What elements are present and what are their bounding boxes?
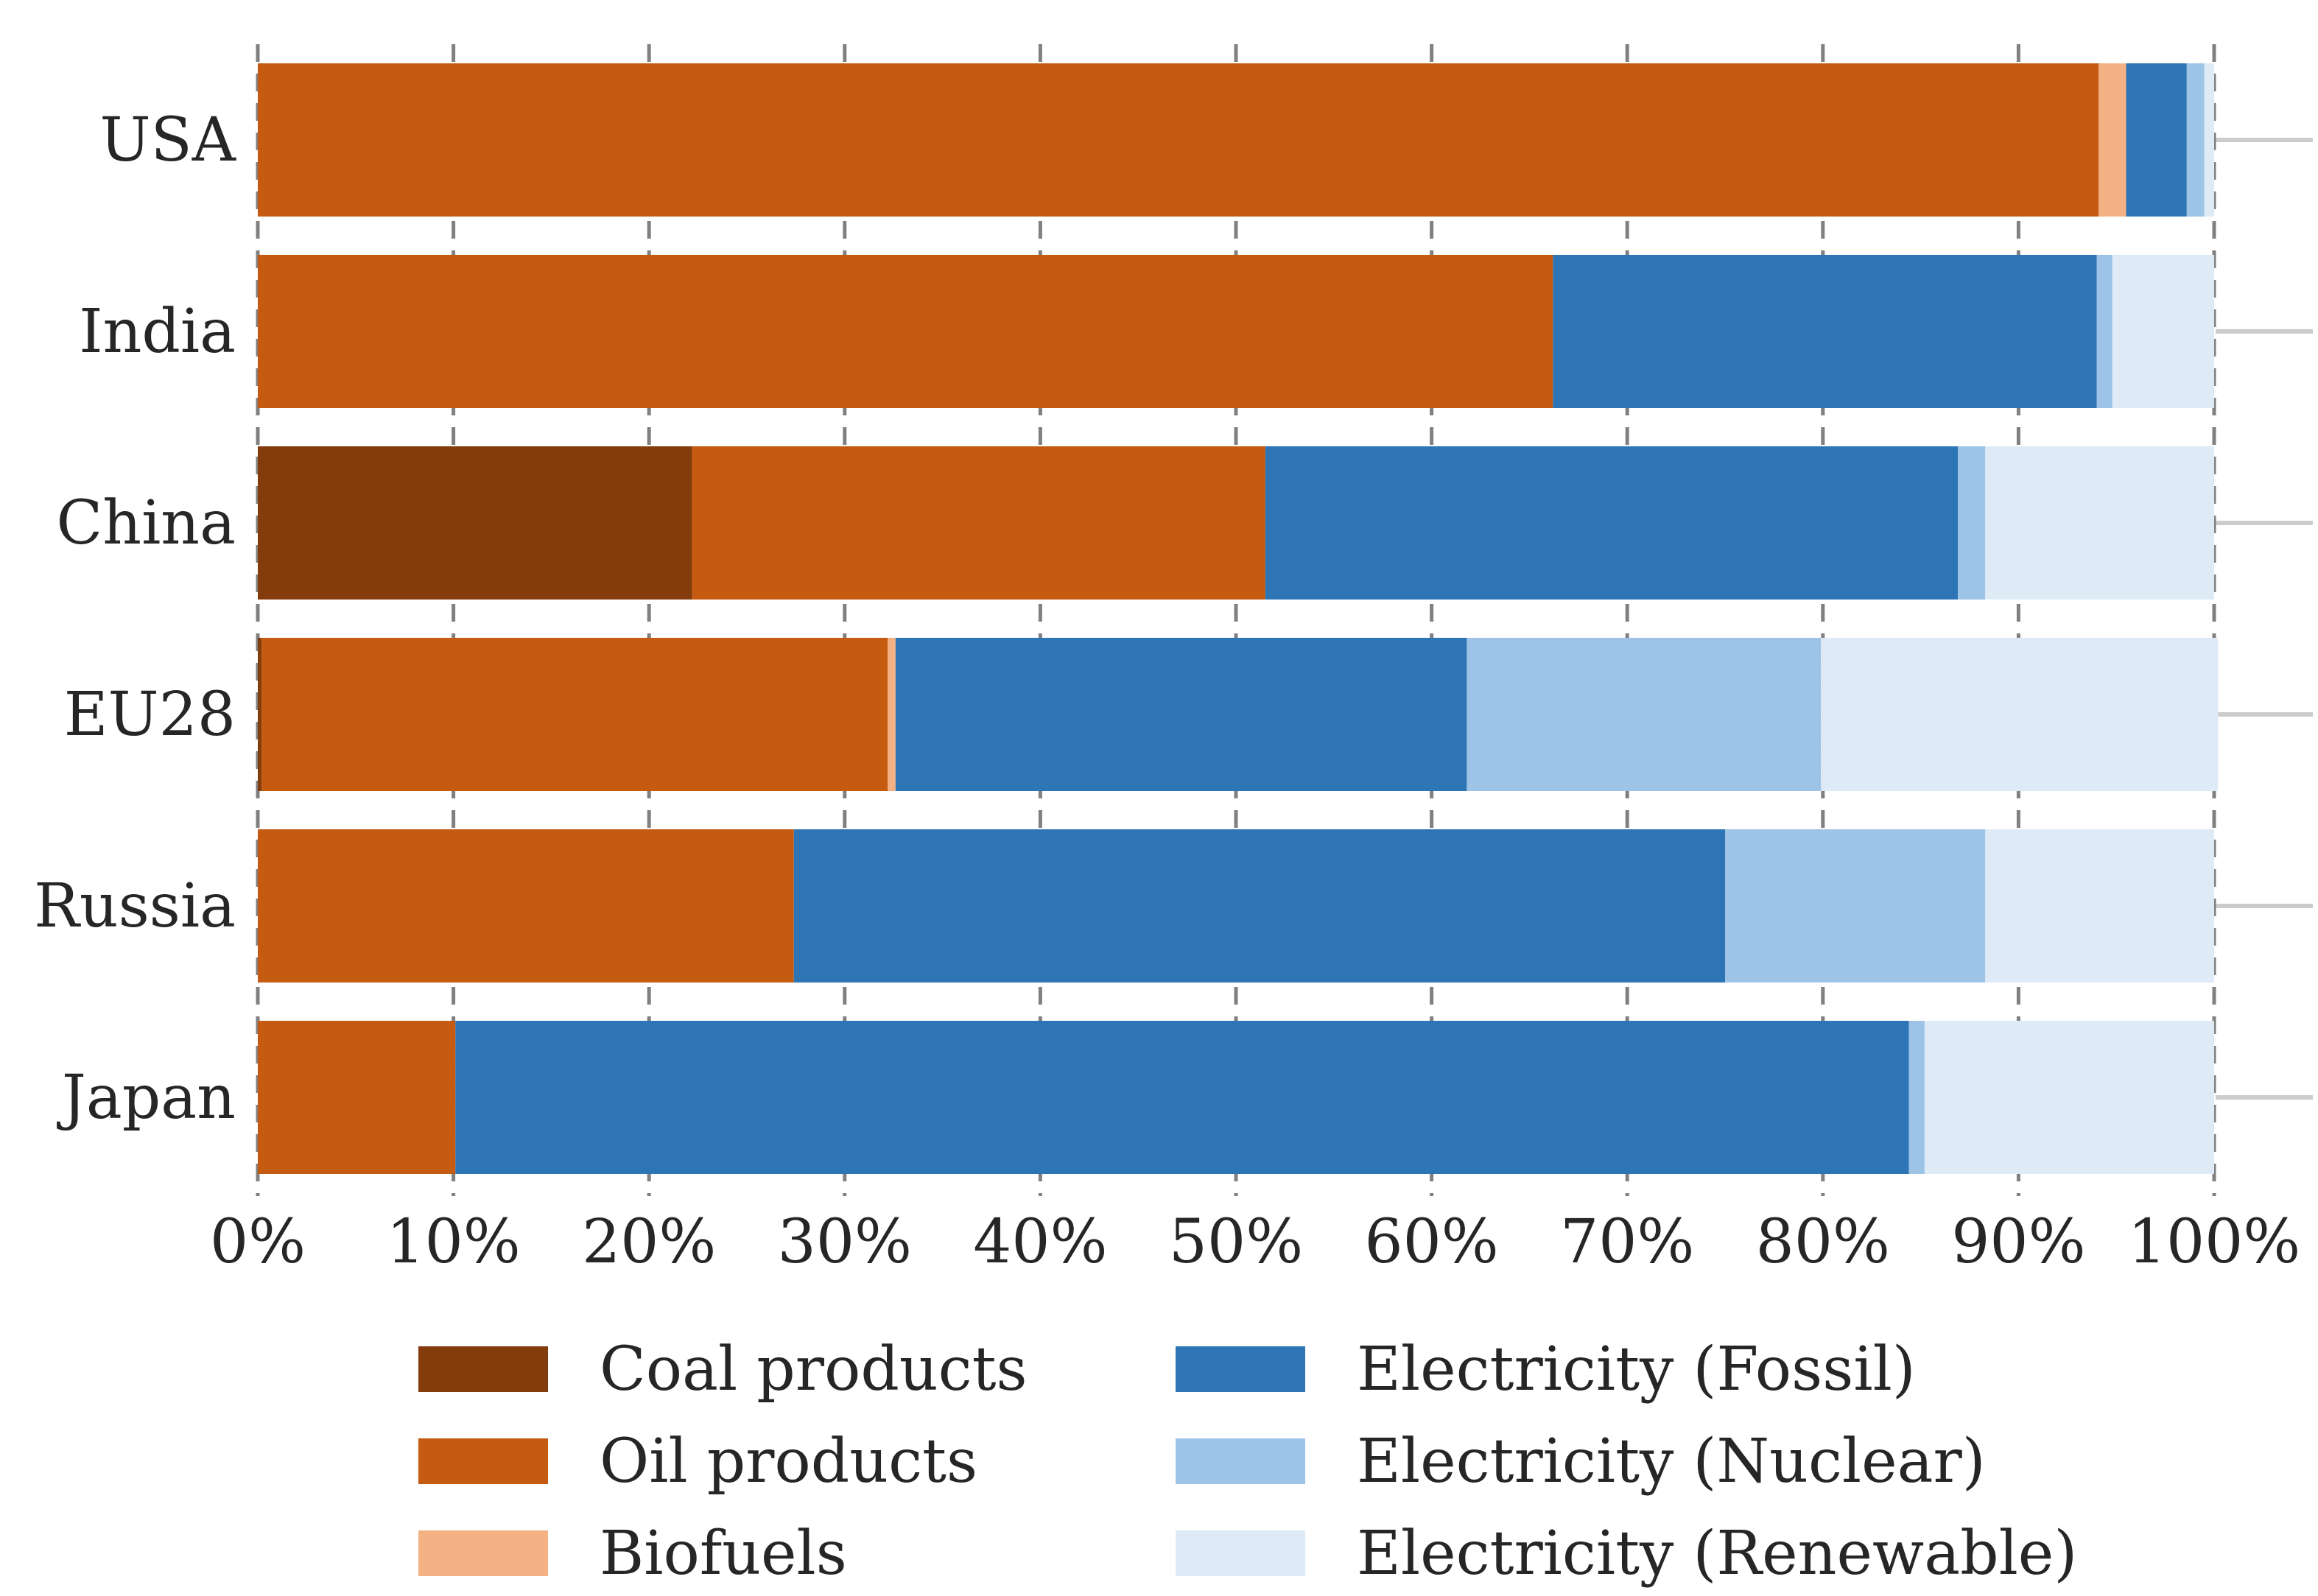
bar-segment-Japan-oil-products [258, 1021, 456, 1174]
y-tick-label: India [79, 297, 236, 367]
x-tick-label: 90% [1951, 1207, 2085, 1277]
bar-segment-EU28-electricity-fossil [895, 638, 1467, 791]
bar-segment-China-coal-products [258, 446, 692, 600]
bar-segment-China-electricity-fossil [1265, 446, 1959, 600]
y-tick-label: Russia [34, 871, 236, 941]
bar-segment-Japan-electricity-renewable [1924, 1021, 2214, 1174]
x-tick-label: 10% [386, 1207, 520, 1277]
bar-segment-EU28-electricity-nuclear [1467, 638, 1822, 791]
legend-swatch [1176, 1530, 1305, 1576]
bar-segment-Russia-electricity-fossil [793, 829, 1725, 982]
bar-segment-EU28-coal-products [258, 638, 262, 791]
y-tick-label: China [57, 488, 236, 558]
x-tick-label: 80% [1756, 1207, 1890, 1277]
legend-label: Electricity (Fossil) [1357, 1335, 1916, 1405]
legend-label: Coal products [600, 1335, 1028, 1405]
bar-segment-India-electricity-nuclear [2096, 255, 2112, 408]
y-tick-label: Japan [57, 1063, 236, 1133]
bar-segment-China-oil-products [692, 446, 1265, 600]
bars-layer [258, 63, 2219, 1174]
x-tick-label: 30% [778, 1207, 912, 1277]
legend-swatch [1176, 1346, 1305, 1392]
bar-segment-EU28-biofuels [888, 638, 896, 791]
bar-segment-Japan-electricity-nuclear [1908, 1021, 1925, 1174]
y-tick-label: USA [100, 105, 237, 175]
legend-swatch [418, 1438, 548, 1484]
legend-swatch [1176, 1438, 1305, 1484]
grid-layer [256, 44, 2313, 1196]
bar-segment-USA-biofuels [2099, 63, 2126, 217]
bar-segment-USA-electricity-fossil [2126, 63, 2187, 217]
bar-segment-USA-electricity-renewable [2204, 63, 2214, 217]
axis-layer: USA India China EU28 Russia Japan 0% 10% 20% 30% 4… [34, 105, 2300, 1277]
x-tick-label: 40% [973, 1207, 1107, 1277]
bar-segment-Japan-electricity-fossil [455, 1021, 1909, 1174]
legend-label: Electricity (Renewable) [1357, 1519, 2077, 1589]
bar-segment-India-electricity-fossil [1553, 255, 2097, 408]
y-tick-label: EU28 [64, 680, 236, 750]
bar-segment-USA-electricity-nuclear [2186, 63, 2205, 217]
legend-swatch [418, 1530, 548, 1576]
legend-label: Oil products [600, 1427, 977, 1497]
legend-label: Electricity (Nuclear) [1357, 1427, 1986, 1497]
x-tick-label: 20% [582, 1207, 716, 1277]
bar-segment-China-electricity-renewable [1985, 446, 2214, 600]
bar-segment-Russia-electricity-nuclear [1725, 829, 1986, 982]
x-tick-label: 60% [1364, 1207, 1498, 1277]
legend-swatch [418, 1346, 548, 1392]
legend: Coal products Oil products Biofuels Electri… [418, 1335, 2077, 1589]
legend-label: Biofuels [600, 1519, 847, 1589]
bar-segment-Russia-electricity-renewable [1985, 829, 2214, 982]
x-tick-label: 0% [210, 1207, 306, 1277]
bar-segment-India-oil-products [258, 255, 1553, 408]
bar-segment-India-electricity-renewable [2112, 255, 2214, 408]
bar-segment-USA-oil-products [258, 63, 2099, 217]
bar-segment-Russia-oil-products [258, 829, 794, 982]
x-tick-label: 70% [1560, 1207, 1694, 1277]
bar-segment-China-electricity-nuclear [1958, 446, 1986, 600]
x-tick-label: 100% [2128, 1207, 2300, 1277]
bar-segment-EU28-electricity-renewable [1821, 638, 2219, 791]
x-tick-label: 50% [1169, 1207, 1303, 1277]
bar-segment-EU28-oil-products [261, 638, 888, 791]
